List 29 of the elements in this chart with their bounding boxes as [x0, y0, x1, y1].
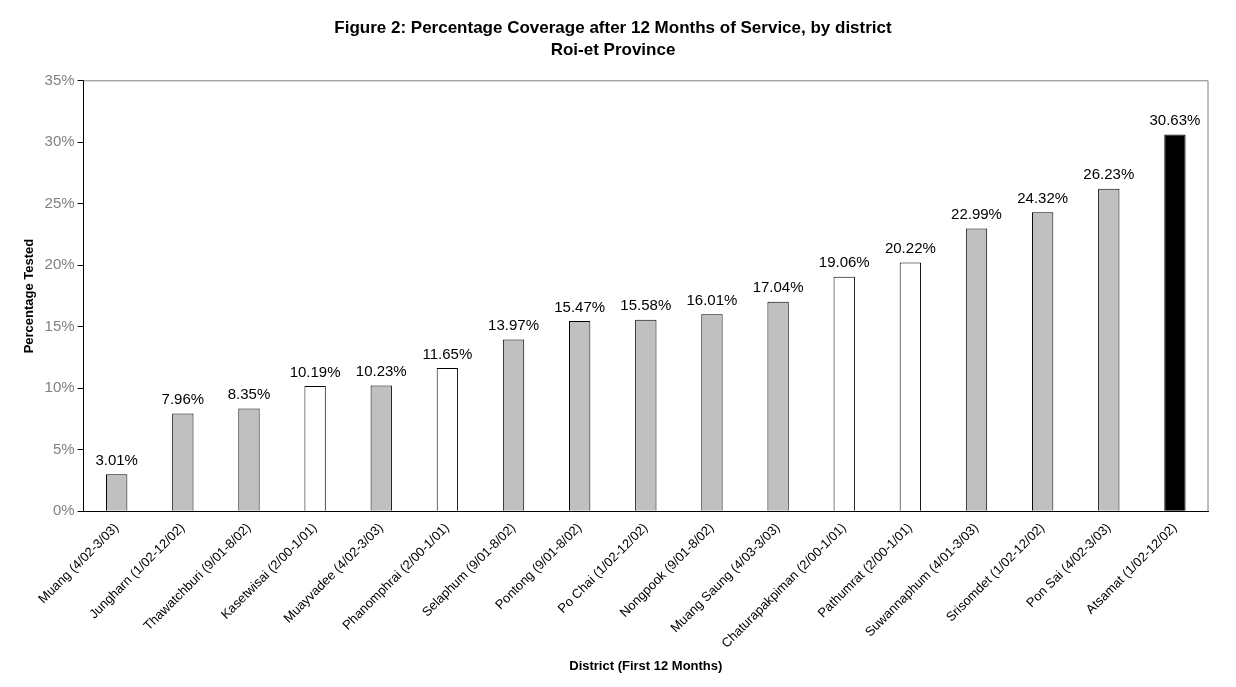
y-axis-title: Percentage Tested — [21, 238, 37, 354]
data-label: 3.01% — [95, 450, 138, 468]
chart-title: Figure 2: Percentage Coverage after 12 Months of Service, by district — [334, 17, 893, 37]
data-label: 15.58% — [620, 296, 672, 314]
data-label: 22.99% — [951, 205, 1002, 223]
y-tick-label: 20% — [44, 255, 75, 273]
y-tick-label: 30% — [44, 132, 75, 150]
y-tick-label: 35% — [44, 70, 75, 88]
data-label: 15.47% — [554, 297, 606, 315]
data-label: 17.04% — [752, 278, 804, 296]
data-label: 26.23% — [1083, 165, 1135, 183]
y-tick-label: 25% — [44, 193, 75, 211]
data-label: 7.96% — [161, 390, 205, 408]
data-label: 10.23% — [355, 362, 407, 380]
data-label: 8.35% — [227, 385, 271, 403]
data-label: 10.19% — [289, 362, 341, 380]
data-label: 11.65% — [422, 344, 473, 362]
chart-subtitle: Roi-et Province — [550, 40, 676, 60]
x-axis-title: District (First 12 Months) — [569, 657, 723, 673]
data-label: 24.32% — [1017, 188, 1069, 206]
data-label: 19.06% — [818, 253, 870, 271]
data-label: 16.01% — [686, 291, 738, 309]
y-tick-label: 15% — [44, 316, 75, 334]
y-tick-label: 5% — [52, 439, 75, 457]
data-label: 13.97% — [488, 316, 539, 334]
y-tick-label: 0% — [52, 501, 75, 519]
data-label: 30.63% — [1149, 111, 1201, 129]
data-label: 20.22% — [884, 239, 936, 257]
y-tick-label: 10% — [44, 378, 75, 396]
